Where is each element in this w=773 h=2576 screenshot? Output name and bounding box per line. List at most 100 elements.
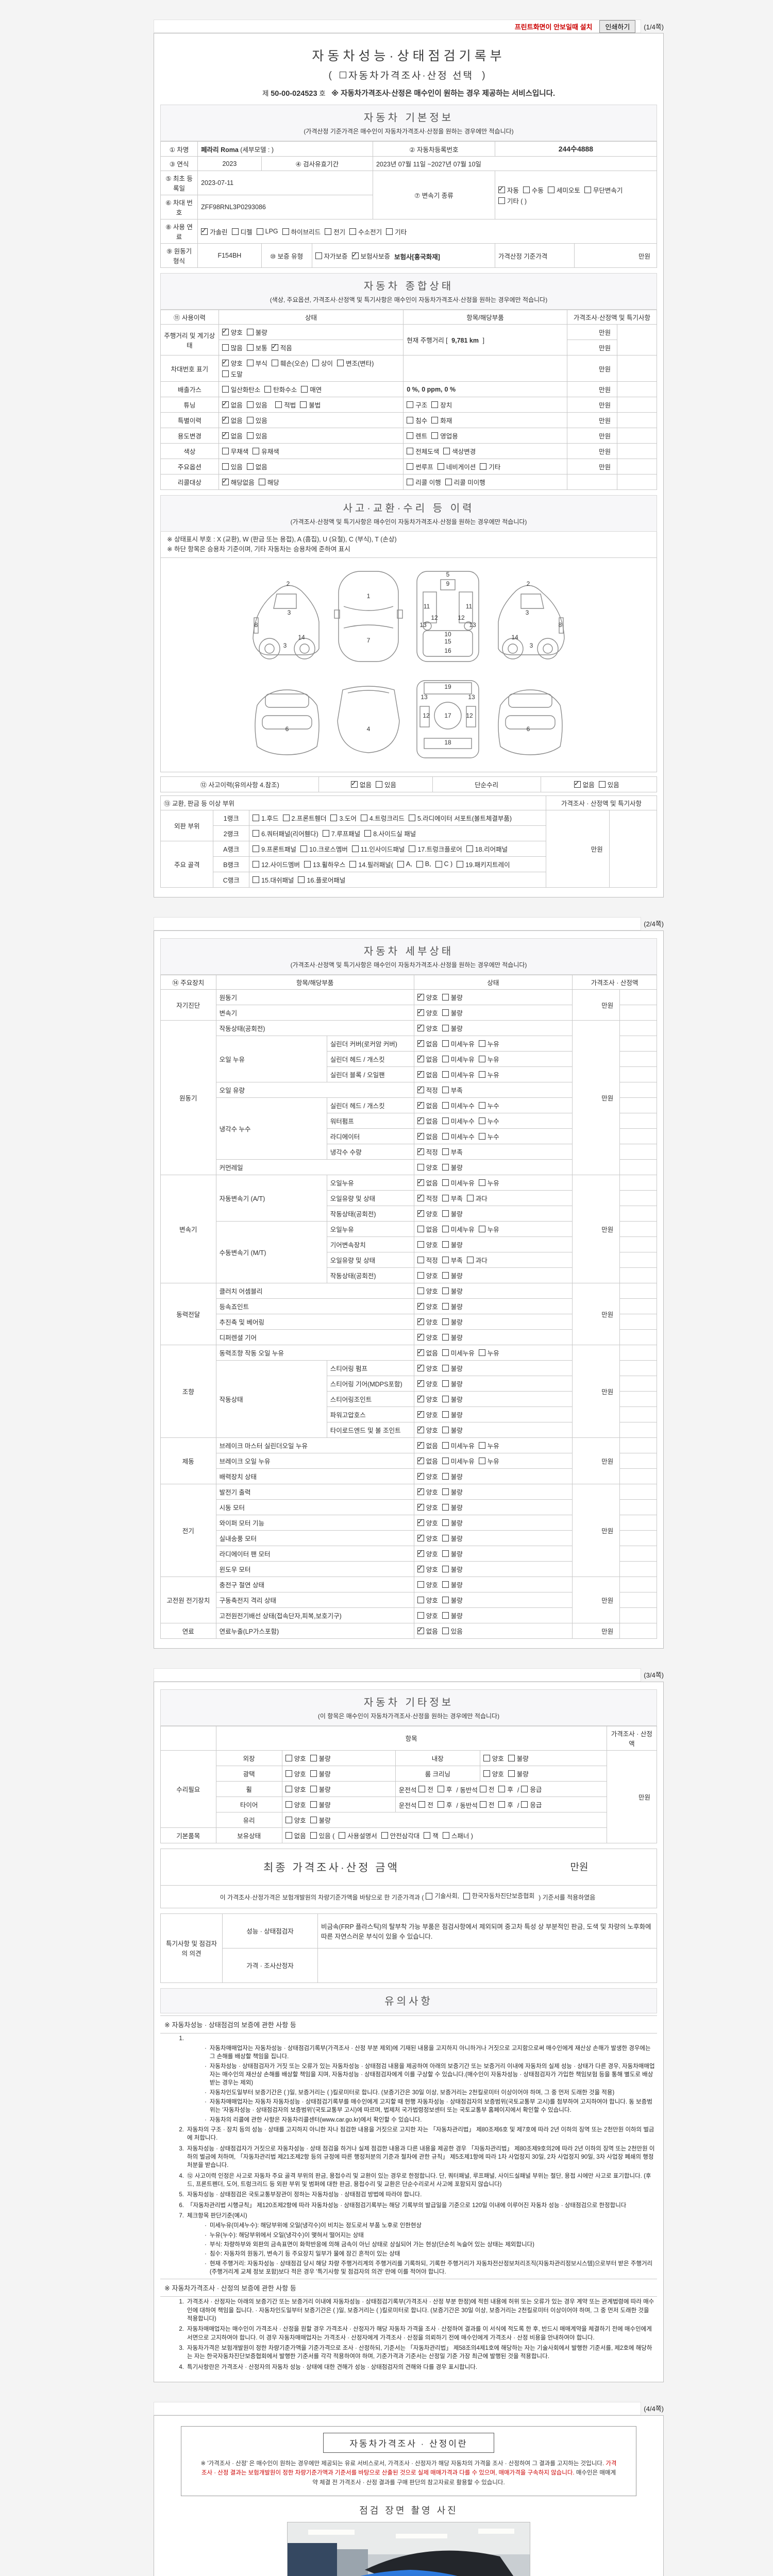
checkbox-box[interactable] [222, 344, 229, 351]
checkbox-box[interactable] [271, 343, 278, 351]
checkbox-불량[interactable]: 불량 [442, 1209, 463, 1218]
checkbox-없음[interactable]: 없음 [417, 1224, 438, 1234]
checkbox-box[interactable] [310, 1816, 317, 1823]
checkbox-불량[interactable]: 불량 [310, 1815, 331, 1825]
checkbox-불량[interactable]: 불량 [442, 1518, 463, 1528]
checkbox-box[interactable] [298, 876, 305, 883]
checkbox-box[interactable] [417, 1456, 424, 1464]
checkbox-양호[interactable]: 양호 [417, 1162, 438, 1172]
checkbox-box[interactable] [417, 1626, 424, 1634]
checkbox-box[interactable] [442, 1488, 449, 1495]
checkbox-box[interactable] [381, 1832, 388, 1839]
checkbox-box[interactable] [478, 1349, 485, 1356]
checkbox-box[interactable] [417, 1425, 424, 1433]
checkbox-box[interactable] [442, 1565, 449, 1572]
checkbox-box[interactable] [508, 1770, 515, 1777]
checkbox-box[interactable] [275, 401, 282, 408]
checkbox-box[interactable] [431, 417, 439, 423]
checkbox-적정[interactable]: 적정 [417, 1255, 438, 1265]
checkbox-box[interactable] [416, 860, 423, 868]
checkbox-불량[interactable]: 불량 [442, 1286, 463, 1296]
checkbox-후[interactable]: 후 [498, 1784, 513, 1794]
checkbox-양호[interactable]: 양호 [417, 1518, 438, 1528]
checkbox-box[interactable] [300, 401, 307, 408]
checkbox-box[interactable] [222, 400, 229, 408]
checkbox-변조(변타)[interactable]: 변조(변타) [337, 358, 374, 368]
checkbox-기타[interactable]: 기타 [386, 227, 407, 236]
checkbox-box[interactable] [417, 1272, 424, 1279]
checkbox-box[interactable] [417, 1440, 424, 1449]
checkbox-누유[interactable]: 누유 [478, 1456, 499, 1466]
checkbox-box[interactable] [479, 1785, 486, 1792]
checkbox-box[interactable] [483, 1770, 490, 1777]
checkbox-양호[interactable]: 양호 [285, 1769, 306, 1778]
checkbox-box[interactable] [253, 448, 260, 454]
checkbox-양호[interactable]: 양호 [417, 1332, 438, 1342]
checkbox-box[interactable] [417, 1163, 424, 1171]
checkbox-box[interactable] [417, 1116, 424, 1124]
checkbox-없음[interactable]: 없음 [417, 1626, 438, 1636]
checkbox-불량[interactable]: 불량 [442, 1410, 463, 1419]
checkbox-불량[interactable]: 불량 [246, 327, 267, 337]
checkbox-불량[interactable]: 불량 [442, 1301, 463, 1311]
checkbox-유채색[interactable]: 유채색 [253, 446, 279, 456]
checkbox-box[interactable] [285, 1816, 292, 1823]
checkbox-양호[interactable]: 양호 [417, 1301, 438, 1311]
checkbox-양호[interactable]: 양호 [222, 358, 243, 368]
checkbox-불량[interactable]: 불량 [508, 1769, 529, 1778]
checkbox-box[interactable] [253, 860, 260, 868]
checkbox-불량[interactable]: 불량 [442, 1332, 463, 1342]
checkbox-LPG[interactable]: LPG [256, 228, 278, 235]
checkbox-box[interactable] [417, 1581, 424, 1588]
checkbox-box[interactable] [466, 845, 473, 852]
checkbox-box[interactable] [417, 1054, 424, 1062]
checkbox-불량[interactable]: 불량 [442, 1425, 463, 1435]
checkbox-12.사이드멤버[interactable]: 12.사이드멤버 [253, 859, 300, 869]
checkbox-11.인사이드패널[interactable]: 11.인사이드패널 [351, 844, 405, 854]
checkbox-box[interactable] [478, 1071, 485, 1078]
checkbox-box[interactable] [417, 1008, 424, 1016]
checkbox-box[interactable] [442, 1132, 449, 1140]
checkbox-전체도색[interactable]: 전체도색 [407, 446, 439, 456]
checkbox-box[interactable] [201, 227, 208, 235]
checkbox-box[interactable] [246, 432, 254, 439]
checkbox-box[interactable] [330, 814, 338, 821]
checkbox-box[interactable] [442, 1349, 449, 1356]
checkbox-부족[interactable]: 부족 [442, 1193, 463, 1203]
checkbox-불량[interactable]: 불량 [442, 1471, 463, 1481]
checkbox-6.쿼터패널(리어휀다)[interactable]: 6.쿼터패널(리어휀다) [253, 828, 318, 838]
checkbox-box[interactable] [417, 1241, 424, 1248]
checkbox-양호[interactable]: 양호 [417, 1209, 438, 1218]
checkbox-box[interactable] [364, 829, 372, 837]
checkbox-box[interactable] [417, 1225, 424, 1232]
checkbox-box[interactable] [418, 1785, 426, 1792]
checkbox-부족[interactable]: 부족 [442, 1147, 463, 1157]
checkbox-불량[interactable]: 불량 [442, 1270, 463, 1280]
checkbox-없음[interactable]: 없음 [417, 1039, 438, 1048]
checkbox-box[interactable] [442, 1627, 449, 1634]
checkbox-불량[interactable]: 불량 [508, 1753, 529, 1763]
checkbox-4.트렁크리드[interactable]: 4.트렁크리드 [360, 813, 405, 823]
checkbox-box[interactable] [417, 1363, 424, 1371]
checkbox-있음[interactable]: 있음 [246, 431, 267, 440]
checkbox-없음[interactable]: 없음 [574, 779, 595, 789]
checkbox-box[interactable] [437, 463, 444, 470]
checkbox-3.도어[interactable]: 3.도어 [330, 813, 357, 823]
print-button[interactable]: 인쇄하기 [599, 20, 636, 33]
checkbox-box[interactable] [285, 1770, 292, 1777]
checkbox-해당[interactable]: 해당 [258, 477, 279, 487]
checkbox-있음[interactable]: 있음 [246, 415, 267, 425]
checkbox-미세누유[interactable]: 미세누유 [442, 1070, 475, 1079]
checkbox-미세누유[interactable]: 미세누유 [442, 1224, 475, 1234]
checkbox-누유[interactable]: 누유 [478, 1224, 499, 1234]
checkbox-불량[interactable]: 불량 [442, 1162, 463, 1172]
checkbox-box[interactable] [508, 1754, 515, 1761]
checkbox-양호[interactable]: 양호 [417, 1487, 438, 1497]
checkbox-box[interactable] [445, 479, 452, 485]
checkbox-1.후드[interactable]: 1.후드 [253, 813, 279, 823]
checkbox-훼손(오손)[interactable]: 훼손(오손) [271, 358, 308, 368]
checkbox-box[interactable] [442, 1148, 449, 1155]
checkbox-box[interactable] [431, 432, 439, 439]
checkbox-7.루프패널[interactable]: 7.루프패널 [322, 828, 360, 838]
checkbox-box[interactable] [350, 779, 358, 788]
